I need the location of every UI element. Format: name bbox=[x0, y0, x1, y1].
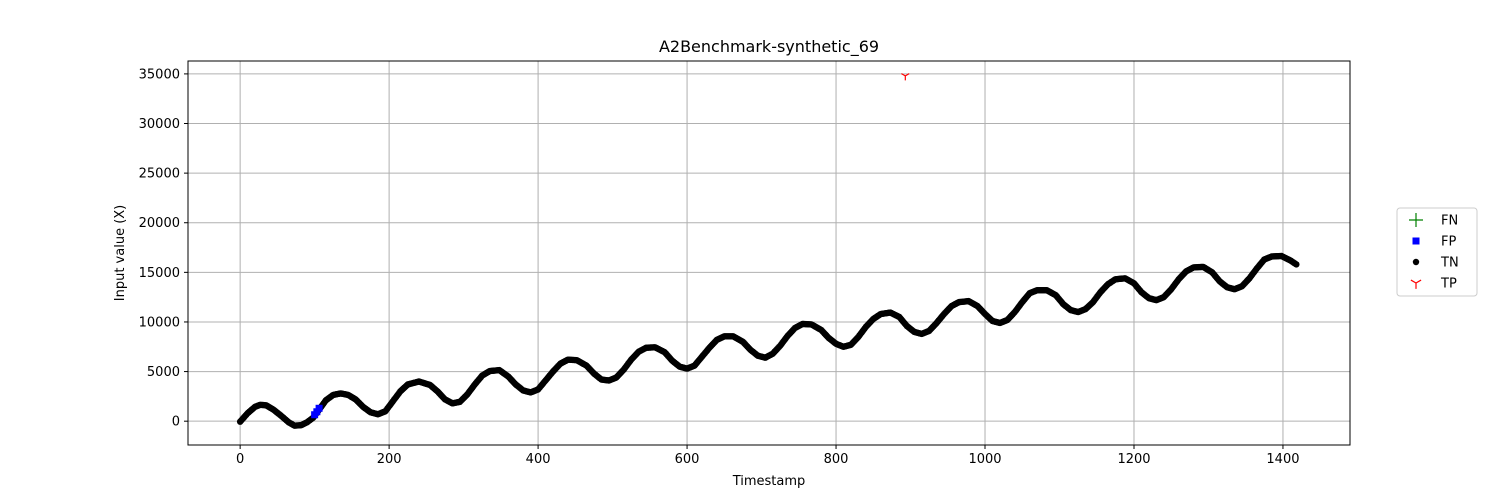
legend: FN FP TN TP bbox=[1396, 207, 1478, 297]
fp-point bbox=[315, 404, 323, 412]
x-tick-label: 1400 bbox=[1266, 452, 1299, 467]
y-tick-label: 0 bbox=[172, 415, 180, 430]
x-tick-label: 600 bbox=[675, 452, 700, 467]
x-tick-label: 1000 bbox=[968, 452, 1001, 467]
y-tick-label: 30000 bbox=[139, 117, 180, 132]
legend-marker-fn bbox=[1409, 213, 1423, 227]
legend-marker-tp bbox=[1410, 279, 1422, 289]
grid-lines bbox=[188, 61, 1350, 445]
x-tick-label: 200 bbox=[377, 452, 402, 467]
legend-label-tp: TP bbox=[1440, 277, 1457, 292]
legend-label-fp: FP bbox=[1441, 235, 1456, 250]
legend-label-fn: FN bbox=[1441, 214, 1458, 229]
legend-box bbox=[1396, 207, 1478, 297]
tp-point bbox=[901, 73, 910, 81]
x-axis-title: Timestamp bbox=[732, 474, 806, 489]
y-tick-label: 20000 bbox=[139, 216, 180, 231]
y-tick-label: 35000 bbox=[139, 67, 180, 82]
chart-title: A2Benchmark-synthetic_69 bbox=[659, 37, 879, 57]
y-tick-label: 15000 bbox=[139, 266, 180, 281]
x-tick-label: 1200 bbox=[1117, 452, 1150, 467]
tn-point bbox=[1293, 261, 1300, 268]
data-points bbox=[236, 73, 1300, 429]
x-tick-label: 800 bbox=[824, 452, 849, 467]
y-tick-label: 10000 bbox=[139, 315, 180, 330]
y-tick-label: 5000 bbox=[147, 365, 180, 380]
y-tick-label: 25000 bbox=[139, 167, 180, 182]
legend-marker-fp bbox=[1412, 237, 1420, 245]
x-tick-label: 400 bbox=[526, 452, 551, 467]
legend-label-tn: TN bbox=[1440, 256, 1459, 271]
axis-ticks: 0 200 400 600 800 1000 1200 1400 0 5000 10000 15000… bbox=[139, 67, 1300, 467]
legend-marker-tn bbox=[1412, 258, 1420, 266]
x-tick-label: 0 bbox=[236, 452, 244, 467]
plot-area-frame bbox=[187, 60, 1351, 446]
y-axis-title: Input value (X) bbox=[113, 205, 128, 301]
